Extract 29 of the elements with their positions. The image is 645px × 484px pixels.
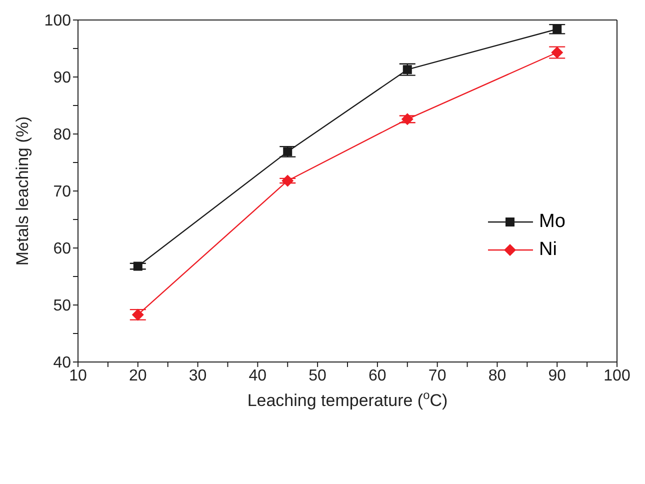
legend-label: Mo (539, 211, 566, 233)
x-tick-label: 100 (604, 367, 630, 384)
x-tick-label: 60 (368, 367, 386, 384)
point (282, 174, 294, 187)
y-axis-title: Metals leaching (%) (13, 116, 32, 266)
point (551, 46, 564, 58)
x-tick-label: 40 (248, 367, 267, 384)
x-tick-label: 50 (308, 367, 327, 384)
x-tick-label: 30 (188, 367, 207, 384)
y-tick-label: 80 (53, 126, 72, 144)
legend-label: Ni (539, 239, 557, 261)
x-tick-label: 90 (548, 367, 566, 384)
x-tick-label: 10 (69, 367, 87, 384)
y-tick-label: 60 (53, 240, 72, 258)
point (132, 308, 144, 321)
point (133, 262, 142, 271)
point (401, 113, 414, 126)
point (552, 24, 562, 34)
x-tick-label: 70 (428, 367, 446, 384)
x-axis-title: Leaching temperature ($^{o}$C) (247, 388, 448, 410)
x-tick-label: 20 (128, 367, 147, 384)
x-tick-label: 80 (488, 367, 506, 384)
point (283, 147, 292, 156)
point (402, 65, 412, 74)
y-tick-label: 40 (53, 354, 72, 372)
y-tick-label: 100 (44, 12, 72, 30)
y-tick-label: 90 (53, 70, 72, 87)
y-tick-label: 70 (53, 184, 72, 201)
y-tick-label: 50 (53, 298, 72, 315)
